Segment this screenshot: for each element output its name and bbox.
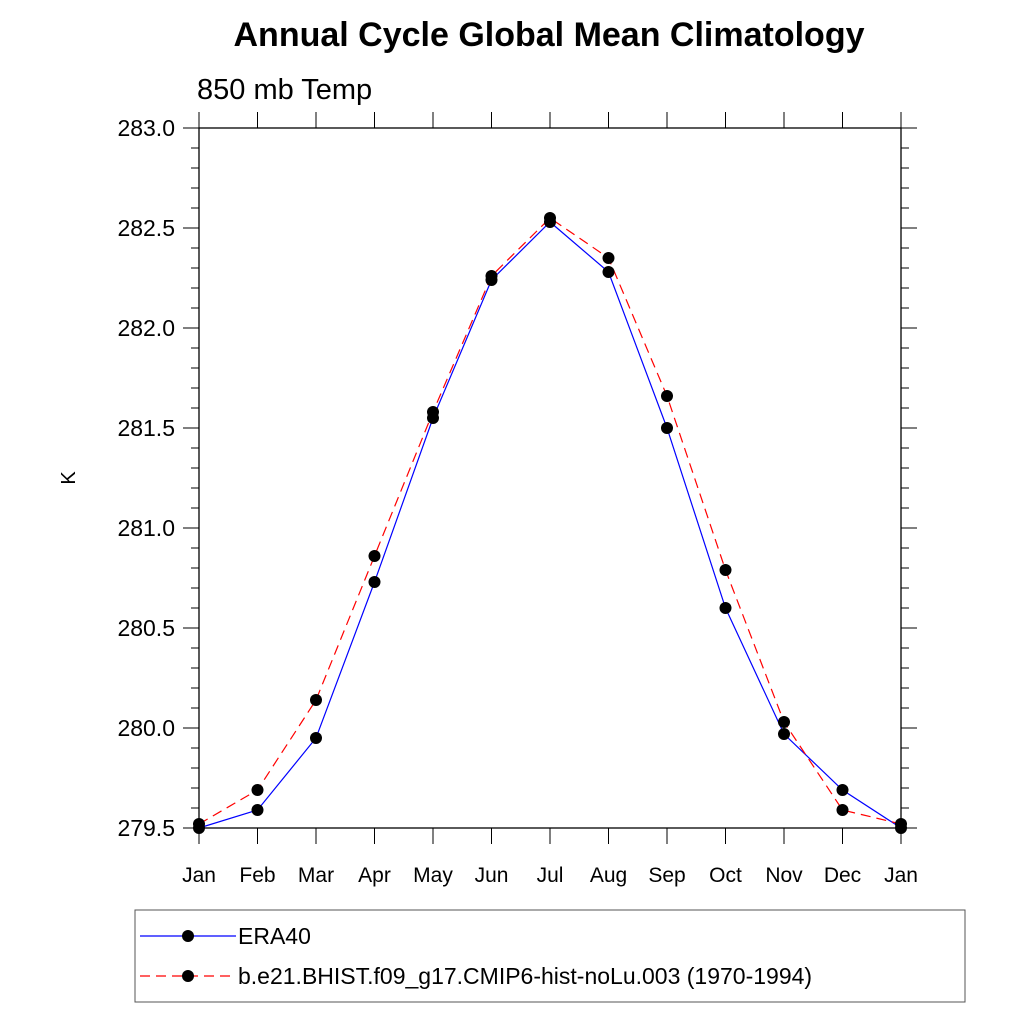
- y-tick-label: 282.0: [117, 315, 175, 341]
- x-tick-label: Jan: [884, 864, 918, 887]
- series-layer: [193, 212, 907, 834]
- series-1-point: [427, 406, 439, 418]
- chart-title: Annual Cycle Global Mean Climatology: [234, 16, 865, 54]
- legend-box: [134, 909, 966, 1003]
- series-0-point: [310, 732, 322, 744]
- x-tick-label: Oct: [709, 864, 742, 887]
- series-1-point: [836, 804, 849, 816]
- x-tick-label: Sep: [648, 864, 685, 887]
- series-0-point: [251, 804, 264, 816]
- x-tick-label: May: [413, 864, 453, 887]
- y-tick-label: 282.5: [117, 215, 175, 241]
- series-0-point: [719, 602, 732, 614]
- major-ticks: [183, 112, 917, 844]
- y-axis-label: K: [58, 471, 80, 485]
- series-1-point: [368, 550, 381, 562]
- series-1-point: [193, 818, 205, 830]
- series-0-point: [836, 784, 849, 796]
- plot-area: [198, 127, 902, 829]
- series-1-point: [310, 694, 322, 706]
- series-0-point: [602, 266, 615, 278]
- series-0-point: [778, 728, 790, 740]
- x-tick-label: Feb: [239, 864, 275, 887]
- chart-subtitle: 850 mb Temp: [197, 74, 372, 106]
- y-tick-label: 283.0: [117, 115, 175, 141]
- x-tick-label: Jan: [182, 864, 216, 887]
- y-tick-label: 280.0: [117, 715, 175, 741]
- series-line-0: [198, 221, 902, 829]
- x-tick-label: Mar: [298, 864, 334, 887]
- series-1-point: [485, 270, 498, 282]
- legend-marker-model: [182, 970, 194, 982]
- series-1-point: [602, 252, 615, 264]
- legend-marker-era40: [182, 930, 194, 942]
- y-tick-label: 281.0: [117, 515, 175, 541]
- series-1-point: [544, 212, 556, 224]
- x-tick-label: Apr: [358, 864, 391, 887]
- series-1-point: [251, 784, 264, 796]
- legend-label-model: b.e21.BHIST.f09_g17.CMIP6-hist-noLu.003 …: [238, 963, 812, 989]
- series-0-point: [368, 576, 381, 588]
- series-1-point: [895, 818, 907, 830]
- legend-label-era40: ERA40: [238, 923, 311, 949]
- x-tick-label: Jun: [475, 864, 509, 887]
- minor-ticks: [191, 147, 909, 809]
- y-tick-label: 281.5: [117, 415, 175, 441]
- y-tick-label: 279.5: [117, 815, 175, 841]
- legend: ERA40 b.e21.BHIST.f09_g17.CMIP6-hist-noL…: [134, 909, 966, 1003]
- y-tick-labels: 279.5 280.0 280.5 281.0 281.5 282.0 282.5 283.0: [117, 115, 175, 841]
- x-tick-label: Aug: [590, 864, 627, 887]
- x-tick-label: Nov: [765, 864, 803, 887]
- y-tick-label: 280.5: [117, 615, 175, 641]
- x-tick-labels: Jan Feb Mar Apr May Jun Jul Aug Sep Oct Nov Dec Jan: [182, 864, 918, 887]
- x-tick-label: Dec: [824, 864, 861, 887]
- series-0-point: [661, 422, 673, 434]
- series-1-point: [719, 564, 732, 576]
- series-1-point: [778, 716, 790, 728]
- x-tick-label: Jul: [537, 864, 564, 887]
- series-line-1: [198, 217, 902, 825]
- series-1-point: [661, 390, 673, 402]
